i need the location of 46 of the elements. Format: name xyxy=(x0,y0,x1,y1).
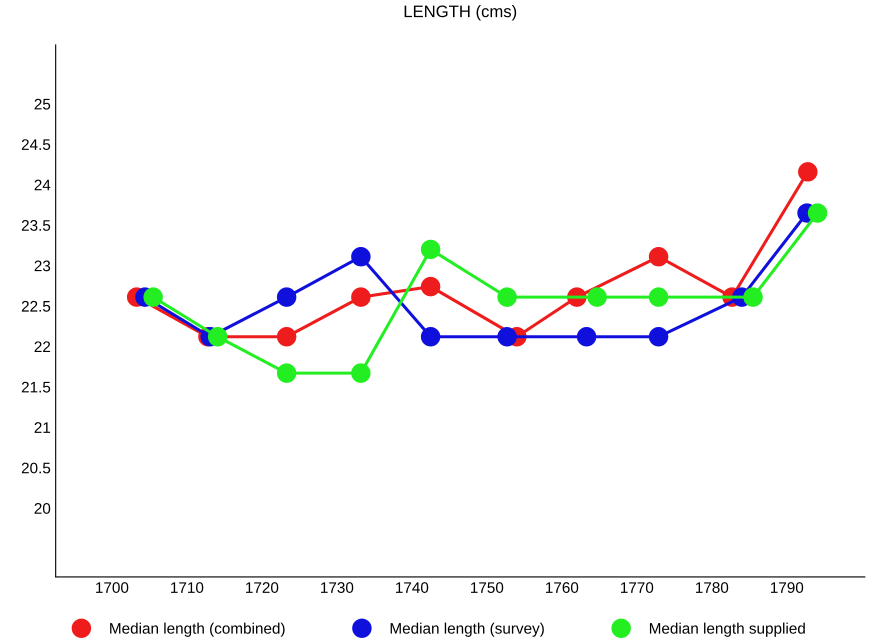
x-tick-label: 1790 xyxy=(770,582,804,593)
point xyxy=(351,363,371,383)
point xyxy=(808,203,828,223)
legend-label: Median length (survey) xyxy=(390,622,544,637)
chart-title: LENGTH (cms) xyxy=(404,5,516,21)
x-tick-label: 1700 xyxy=(96,582,128,593)
y-tick-label: 20 xyxy=(34,503,50,514)
x-tick-label: 1720 xyxy=(246,582,278,593)
x-tick-label: 1770 xyxy=(620,582,654,593)
point xyxy=(420,276,440,296)
point xyxy=(351,287,371,307)
point xyxy=(276,327,296,346)
y-tick-label: 24 xyxy=(34,180,50,190)
point xyxy=(143,287,163,307)
point xyxy=(497,287,517,307)
point xyxy=(351,246,371,266)
y-tick-label: 22.5 xyxy=(22,300,50,312)
y-tick-label: 23.5 xyxy=(22,220,50,231)
point xyxy=(420,327,440,346)
legend-label: Median length (combined) xyxy=(110,622,285,637)
x-tick-label: 1710 xyxy=(171,582,204,593)
point xyxy=(648,327,668,346)
x-tick-label: 1780 xyxy=(696,582,728,593)
point xyxy=(276,363,296,383)
legend-label: Median length supplied xyxy=(650,622,805,637)
y-tick-label: 25 xyxy=(34,98,50,110)
point xyxy=(276,287,296,307)
point xyxy=(798,162,818,182)
point xyxy=(648,287,668,307)
x-tick-label: 1730 xyxy=(321,582,354,593)
point xyxy=(497,327,517,346)
point xyxy=(743,287,763,307)
y-tick-label: 22 xyxy=(34,341,50,352)
point xyxy=(576,327,596,346)
x-tick-label: 1740 xyxy=(396,582,428,593)
point xyxy=(420,240,440,260)
y-tick-label: 21.5 xyxy=(22,382,50,393)
point xyxy=(648,246,668,266)
y-tick-label: 23 xyxy=(34,260,50,272)
point xyxy=(587,287,607,307)
point xyxy=(208,327,228,346)
y-tick-label: 20.5 xyxy=(22,462,50,474)
y-tick-label: 24.5 xyxy=(22,139,50,150)
x-tick-label: 1760 xyxy=(546,582,578,593)
y-tick-label: 21 xyxy=(34,422,50,433)
x-tick-label: 1750 xyxy=(471,582,504,593)
